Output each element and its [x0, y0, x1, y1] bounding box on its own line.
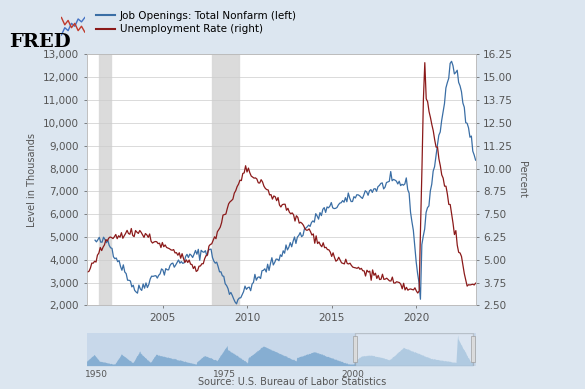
Text: 1975: 1975: [214, 370, 236, 379]
Bar: [471, 336, 475, 363]
Bar: [353, 336, 357, 363]
Legend: Job Openings: Total Nonfarm (left), Unemployment Rate (right): Job Openings: Total Nonfarm (left), Unem…: [96, 11, 297, 34]
Y-axis label: Percent: Percent: [517, 161, 527, 198]
Y-axis label: Level in Thousands: Level in Thousands: [27, 133, 37, 227]
Text: FRED: FRED: [9, 33, 71, 51]
Bar: [355, 333, 473, 366]
Text: 1950: 1950: [85, 370, 108, 379]
Bar: [212, 54, 239, 305]
Text: Source: U.S. Bureau of Labor Statistics: Source: U.S. Bureau of Labor Statistics: [198, 377, 387, 387]
Text: 2000: 2000: [341, 370, 364, 379]
Bar: [99, 54, 111, 305]
